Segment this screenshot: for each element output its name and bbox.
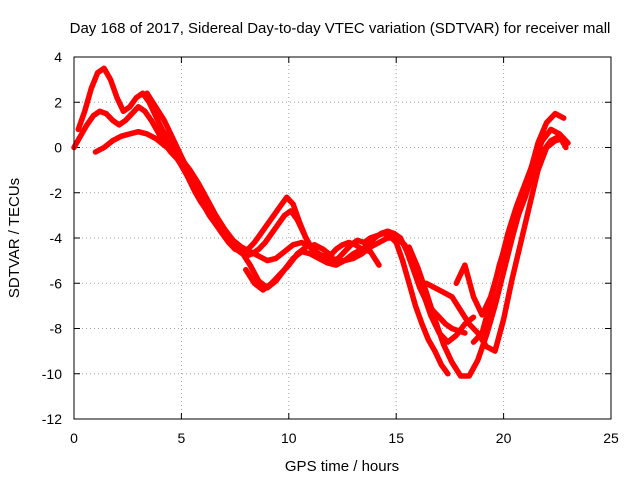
y-tick-label: 4 xyxy=(54,49,62,65)
series-track-9 xyxy=(470,133,569,345)
x-tick-label: 5 xyxy=(178,430,186,446)
series-track-8 xyxy=(453,126,571,318)
y-tick-label: -8 xyxy=(50,321,63,337)
series-track-7 xyxy=(423,135,567,354)
y-tick-label: -4 xyxy=(50,230,63,246)
x-tick-label: 0 xyxy=(70,430,78,446)
x-tick-label: 25 xyxy=(603,430,619,446)
plot-frame xyxy=(73,56,612,420)
x-tick-label: 20 xyxy=(496,430,512,446)
y-tick-label: -10 xyxy=(42,366,62,382)
series-layer xyxy=(71,65,571,379)
series-track-6 xyxy=(406,110,567,379)
x-tick-label: 15 xyxy=(388,430,404,446)
y-axis-label: SDTVAR / TECUs xyxy=(6,178,23,298)
y-tick-label: -2 xyxy=(50,185,63,201)
series-track-4 xyxy=(144,90,382,291)
x-axis-label: GPS time / hours xyxy=(285,458,399,475)
series-track-3 xyxy=(92,128,477,345)
chart-title: Day 168 of 2017, Sidereal Day-to-day VTE… xyxy=(70,20,611,37)
y-tick-label: -12 xyxy=(42,411,62,427)
y-tick-label: -6 xyxy=(50,275,63,291)
y-tick-label: 0 xyxy=(54,140,62,156)
series-track-5 xyxy=(243,242,335,293)
x-tick-label: 10 xyxy=(281,430,297,446)
y-tick-label: 2 xyxy=(54,94,62,110)
grid-layer xyxy=(74,57,611,419)
